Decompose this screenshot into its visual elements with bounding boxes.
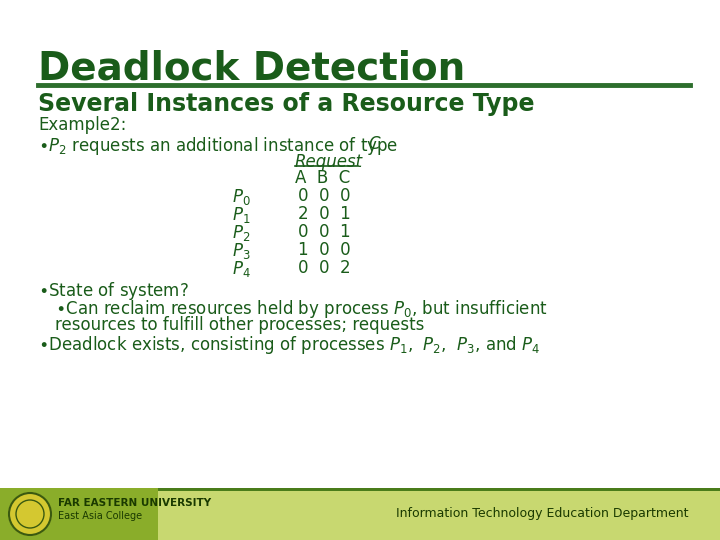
Text: Request: Request: [295, 153, 363, 171]
Text: resources to fulfill other processes; requests: resources to fulfill other processes; re…: [55, 316, 424, 334]
Bar: [0, 488, 720, 540]
Text: $P_{3}$: $P_{3}$: [232, 241, 251, 261]
Text: A  B  C: A B C: [295, 169, 350, 187]
Text: Several Instances of a Resource Type: Several Instances of a Resource Type: [38, 92, 534, 116]
Text: FAR EASTERN UNIVERSITY: FAR EASTERN UNIVERSITY: [58, 498, 211, 508]
Text: 0  0  1: 0 0 1: [298, 223, 351, 241]
Text: East Asia College: East Asia College: [58, 511, 142, 521]
Text: $P_{0}$: $P_{0}$: [232, 187, 251, 207]
Text: $P_{4}$: $P_{4}$: [232, 259, 251, 279]
Text: $\bullet$Can reclaim resources held by process $P_0$, but insufficient: $\bullet$Can reclaim resources held by p…: [55, 298, 548, 320]
Text: $\bullet$State of system?: $\bullet$State of system?: [38, 280, 189, 302]
Text: 0  0  0: 0 0 0: [298, 187, 351, 205]
Text: $P_{2}$: $P_{2}$: [232, 223, 251, 243]
Text: 0  0  2: 0 0 2: [298, 259, 351, 277]
Text: $C$: $C$: [368, 135, 382, 153]
Bar: [0, 488, 158, 540]
Text: $P_{1}$: $P_{1}$: [232, 205, 251, 225]
Text: Information Technology Education Department: Information Technology Education Departm…: [395, 508, 688, 521]
Circle shape: [9, 493, 51, 535]
Text: 2  0  1: 2 0 1: [298, 205, 351, 223]
Text: Deadlock Detection: Deadlock Detection: [38, 50, 465, 88]
Text: $\bullet P_2$ requests an additional instance of type: $\bullet P_2$ requests an additional ins…: [38, 135, 399, 157]
Bar: [0, 488, 720, 491]
Text: 1  0  0: 1 0 0: [298, 241, 351, 259]
Text: $\bullet$Deadlock exists, consisting of processes $P_1$,  $P_2$,  $P_3$, and $P_: $\bullet$Deadlock exists, consisting of …: [38, 334, 541, 356]
Text: Example2:: Example2:: [38, 116, 127, 134]
